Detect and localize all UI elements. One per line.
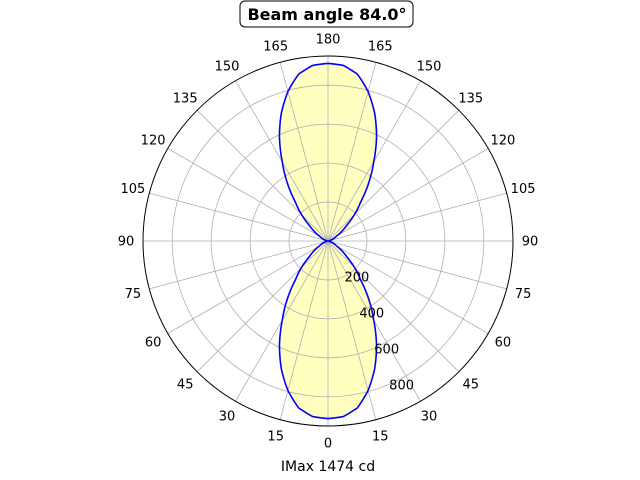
angle-tick-label: 30 bbox=[421, 409, 438, 424]
angle-tick-label: 15 bbox=[372, 430, 389, 445]
radial-tick-label: 600 bbox=[374, 342, 399, 357]
angle-tick-label: 60 bbox=[495, 336, 512, 351]
angular-grid-line bbox=[167, 148, 329, 242]
angle-tick-label: 180 bbox=[316, 33, 341, 48]
radial-tick-label: 400 bbox=[359, 307, 384, 322]
angle-tick-label: 120 bbox=[490, 134, 515, 149]
angle-tick-label: 135 bbox=[173, 92, 198, 107]
beam-curve bbox=[278, 62, 378, 420]
x-axis-label: IMax 1474 cd bbox=[281, 459, 375, 475]
angle-tick-label: 15 bbox=[267, 430, 284, 445]
angle-tick-label: 90 bbox=[118, 235, 135, 250]
angular-grid-line bbox=[196, 109, 329, 242]
chart-title-box: Beam angle 84.0° bbox=[239, 0, 414, 28]
angular-grid-line bbox=[149, 240, 329, 290]
polar-frame bbox=[142, 55, 514, 427]
chart-title-frame bbox=[239, 0, 414, 28]
angle-tick-label: 90 bbox=[522, 235, 539, 250]
angle-tick-label: 45 bbox=[177, 377, 194, 392]
angular-grid-line bbox=[327, 192, 507, 242]
angle-tick-label: 165 bbox=[368, 39, 393, 54]
angle-tick-label: 105 bbox=[511, 182, 536, 197]
angular-grid-line bbox=[196, 240, 329, 373]
radial-tick-label: 200 bbox=[344, 271, 369, 286]
angle-tick-label: 105 bbox=[120, 182, 145, 197]
angle-tick-label: 150 bbox=[417, 60, 442, 75]
angle-tick-label: 0 bbox=[324, 437, 332, 452]
angle-tick-label: 60 bbox=[145, 336, 162, 351]
angular-grid-line bbox=[167, 240, 329, 334]
angle-tick-label: 75 bbox=[125, 287, 142, 302]
angle-tick-label: 75 bbox=[515, 287, 532, 302]
angular-grid-line bbox=[327, 240, 460, 373]
angle-tick-label: 120 bbox=[141, 134, 166, 149]
chart-title: Beam angle 84.0° bbox=[247, 5, 406, 24]
radial-tick-labels: 200 400 600 800 bbox=[344, 271, 414, 394]
angular-grid-line bbox=[149, 192, 329, 242]
angle-tick-label: 165 bbox=[263, 39, 288, 54]
angular-grid-line bbox=[327, 109, 460, 242]
angular-grid-line bbox=[327, 240, 507, 290]
radial-tick-label: 800 bbox=[389, 378, 414, 393]
angular-grid-line bbox=[327, 148, 489, 242]
angular-grid-line bbox=[327, 240, 489, 334]
angle-tick-label: 45 bbox=[463, 377, 480, 392]
angle-tick-label: 135 bbox=[458, 92, 483, 107]
angle-tick-labels: 0 15 30 45 60 75 90 105 120 135 150 165 180 165 150 135… bbox=[118, 33, 539, 452]
angle-tick-label: 150 bbox=[215, 60, 240, 75]
angle-tick-label: 30 bbox=[219, 409, 236, 424]
